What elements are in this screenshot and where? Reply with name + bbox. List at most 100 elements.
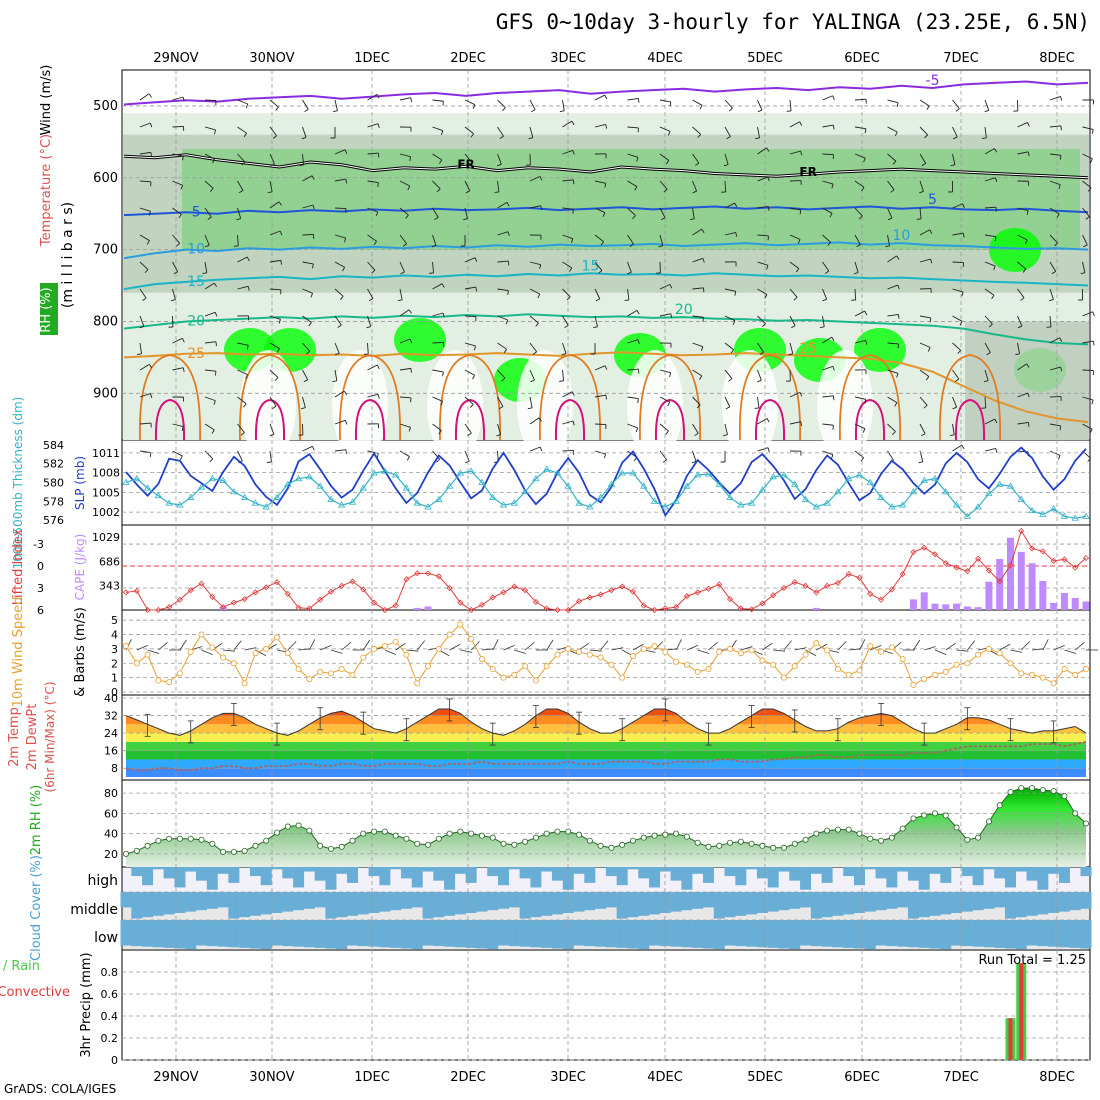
precip-tick-label: 0.4: [101, 1010, 119, 1023]
thickness-marker: [888, 503, 896, 510]
run-total-label: Run Total = 1.25: [978, 953, 1086, 968]
cloud-bar: [163, 867, 175, 879]
rh-marker: [489, 834, 496, 841]
lifted-index-marker: [306, 605, 313, 612]
lifted-index-marker: [921, 544, 928, 551]
warm-loop: [739, 354, 801, 441]
rh-blob: [989, 228, 1041, 272]
wind-barb: [514, 649, 526, 654]
cloud-bar: [800, 920, 812, 946]
wind-barb: [708, 641, 718, 651]
precip-tick-label: 0.8: [101, 966, 119, 979]
cloud-bar: [120, 920, 132, 946]
wind-barb: [287, 641, 297, 651]
wind-speed-marker: [791, 663, 798, 670]
temp-contour-label: 20: [675, 302, 693, 318]
lifted-index-marker: [1029, 545, 1036, 552]
rh-marker: [791, 840, 798, 847]
cloud-bar: [907, 920, 919, 948]
cape-bar: [942, 604, 950, 610]
thickness-marker: [1017, 495, 1025, 502]
rh-marker: [662, 831, 669, 838]
thickness-marker: [510, 499, 519, 506]
wind-tick-label: 3: [111, 643, 118, 656]
rh-marker: [532, 834, 539, 841]
cloud-bar: [972, 920, 984, 947]
cloud-bar: [864, 892, 876, 912]
cape-bar: [413, 607, 421, 610]
cloud-bar: [756, 867, 768, 879]
cape-bar: [1060, 593, 1068, 610]
rh-marker: [123, 850, 130, 857]
rh-marker: [554, 828, 561, 835]
lifted-index-marker: [457, 599, 464, 606]
cloud-bar: [271, 920, 283, 946]
cloud-bar: [789, 920, 801, 950]
date-label-bottom: 4DEC: [647, 1070, 683, 1085]
cloud-bar: [853, 920, 865, 949]
cloud-bar: [810, 920, 822, 947]
cloud-bar: [357, 892, 369, 915]
cloud-bar: [541, 892, 553, 916]
date-label-bottom: 8DEC: [1039, 1070, 1075, 1085]
rh-label: RH (%): [39, 287, 54, 332]
lifted-index-marker: [198, 580, 205, 587]
cloud-bar: [562, 920, 574, 950]
wind-speed-marker: [975, 651, 982, 658]
freezing-level-line-inner: [123, 154, 1089, 179]
rh-marker: [220, 848, 227, 855]
cape-bar: [424, 606, 432, 610]
cloud-bar: [303, 867, 315, 872]
wind-speed-marker: [813, 640, 820, 647]
wind-speed-marker: [532, 677, 539, 684]
thickness-marker: [963, 512, 972, 519]
wind-barb: [859, 639, 866, 651]
cloud-bar: [1069, 892, 1081, 911]
panel-frame-cape-li: [121, 524, 1091, 611]
cloud-bar: [314, 892, 326, 908]
cloud-bar: [638, 892, 650, 916]
thickness-marker: [801, 495, 810, 502]
cloud-bar: [498, 892, 510, 909]
thickness-marker: [996, 480, 1004, 487]
lifted-index-marker: [899, 571, 906, 578]
rh-marker: [975, 834, 982, 841]
mb-tick-label: 900: [93, 386, 118, 401]
wind-barb: [686, 644, 699, 651]
rh-marker: [867, 835, 874, 842]
wind-barb: [406, 649, 419, 652]
cloud-bar: [994, 867, 1006, 879]
cloud-bar: [498, 867, 510, 886]
wind-speed-marker: [845, 671, 852, 678]
cloud-bar: [228, 892, 240, 919]
cloud-bar: [174, 920, 186, 949]
cloud-bar: [929, 920, 941, 949]
cloud-bar: [972, 867, 984, 886]
wind-speed-marker: [425, 663, 432, 670]
lifted-index-marker: [155, 606, 162, 614]
cape-bar: [1006, 537, 1014, 610]
wind-barb: [848, 648, 861, 651]
cloud-bar: [1015, 892, 1027, 918]
cloud-bar: [314, 867, 326, 881]
rh-tick-label: 80: [104, 787, 118, 800]
thickness-marker: [435, 495, 443, 502]
thickness-marker: [1039, 510, 1047, 517]
cloud-bar: [972, 892, 984, 911]
thickness-marker: [596, 493, 605, 500]
lifted-index-marker: [554, 606, 561, 614]
rh-tick-label: 60: [104, 807, 118, 820]
cloud-bar: [595, 920, 607, 947]
cloud-bar: [951, 892, 963, 913]
wind-speed-marker: [737, 650, 744, 657]
rh-marker: [317, 842, 324, 849]
wind-speed-marker: [522, 663, 529, 670]
rh-marker: [1083, 820, 1090, 827]
wind-speed-marker: [306, 676, 313, 683]
cloud-bar: [444, 920, 456, 947]
wind-barb: [330, 649, 343, 654]
thickness-tick-label: 576: [43, 514, 64, 527]
rh-marker: [716, 842, 723, 849]
wind-barb: [837, 641, 847, 651]
hot-loop: [654, 398, 686, 441]
